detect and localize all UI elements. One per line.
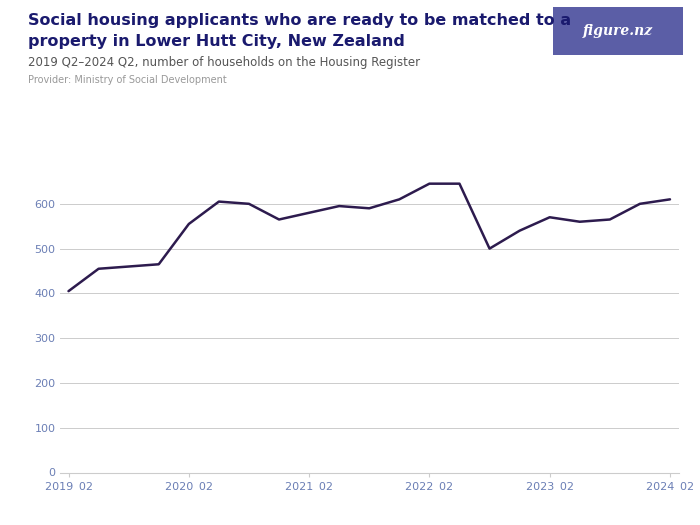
Text: Provider: Ministry of Social Development: Provider: Ministry of Social Development — [28, 75, 227, 85]
Text: Social housing applicants who are ready to be matched to a: Social housing applicants who are ready … — [28, 13, 571, 28]
Text: 2019 Q2–2024 Q2, number of households on the Housing Register: 2019 Q2–2024 Q2, number of households on… — [28, 56, 420, 69]
Text: property in Lower Hutt City, New Zealand: property in Lower Hutt City, New Zealand — [28, 34, 405, 49]
Text: figure.nz: figure.nz — [582, 24, 653, 38]
